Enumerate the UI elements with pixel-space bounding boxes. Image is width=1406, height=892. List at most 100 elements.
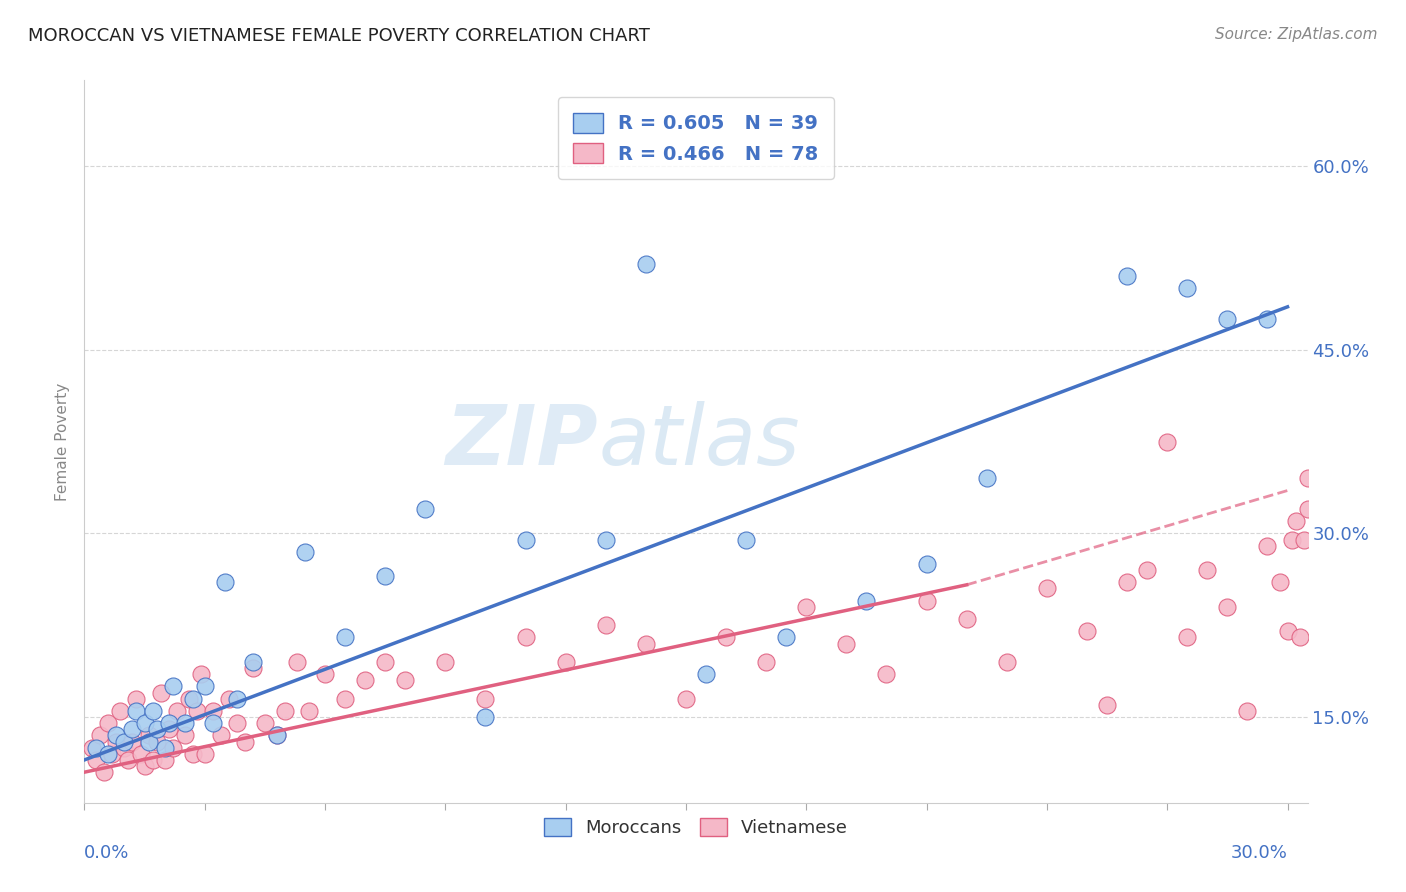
Legend: Moroccans, Vietnamese: Moroccans, Vietnamese <box>537 811 855 845</box>
Point <box>394 673 416 688</box>
Point <box>976 471 998 485</box>
Point <box>735 533 758 547</box>
Point <box>1288 631 1310 645</box>
Point <box>1277 624 1299 639</box>
Point <box>82 740 104 755</box>
Point <box>835 637 858 651</box>
Point <box>173 716 195 731</box>
Point <box>173 728 195 742</box>
Point <box>214 575 236 590</box>
Point <box>1256 539 1278 553</box>
Point <box>374 655 396 669</box>
Point <box>915 593 938 607</box>
Point <box>695 667 717 681</box>
Point <box>225 716 247 731</box>
Point <box>145 723 167 737</box>
Point <box>186 704 208 718</box>
Point <box>1095 698 1118 712</box>
Point <box>266 728 288 742</box>
Point <box>995 655 1018 669</box>
Point <box>181 691 204 706</box>
Point <box>138 734 160 748</box>
Point <box>595 618 617 632</box>
Point <box>141 704 163 718</box>
Point <box>114 740 136 755</box>
Point <box>634 637 657 651</box>
Point <box>374 569 396 583</box>
Point <box>794 599 817 614</box>
Point <box>1268 575 1291 590</box>
Point <box>166 704 188 718</box>
Point <box>354 673 377 688</box>
Point <box>201 704 224 718</box>
Point <box>1256 312 1278 326</box>
Point <box>1175 631 1198 645</box>
Point <box>242 655 264 669</box>
Point <box>915 557 938 571</box>
Point <box>855 593 877 607</box>
Point <box>86 753 108 767</box>
Point <box>89 728 111 742</box>
Point <box>134 716 156 731</box>
Point <box>554 655 576 669</box>
Point <box>105 734 128 748</box>
Point <box>177 691 200 706</box>
Point <box>298 704 321 718</box>
Point <box>141 753 163 767</box>
Point <box>1236 704 1258 718</box>
Point <box>114 734 136 748</box>
Point <box>675 691 697 706</box>
Point <box>201 716 224 731</box>
Point <box>1136 563 1159 577</box>
Point <box>101 747 124 761</box>
Point <box>1116 575 1139 590</box>
Point <box>233 734 256 748</box>
Point <box>1116 269 1139 284</box>
Point <box>1036 582 1059 596</box>
Point <box>125 691 148 706</box>
Point <box>294 545 316 559</box>
Point <box>434 655 457 669</box>
Point <box>474 691 496 706</box>
Text: ZIP: ZIP <box>446 401 598 482</box>
Point <box>157 723 180 737</box>
Point <box>1197 563 1219 577</box>
Point <box>1292 533 1315 547</box>
Point <box>125 704 148 718</box>
Point <box>333 631 356 645</box>
Point <box>266 728 288 742</box>
Point <box>97 716 120 731</box>
Point <box>714 631 737 645</box>
Point <box>194 747 217 761</box>
Point <box>1156 434 1178 449</box>
Point <box>110 704 132 718</box>
Point <box>117 753 139 767</box>
Point <box>253 716 276 731</box>
Point <box>274 704 297 718</box>
Point <box>1296 471 1319 485</box>
Point <box>225 691 247 706</box>
Text: Source: ZipAtlas.com: Source: ZipAtlas.com <box>1215 27 1378 42</box>
Point <box>138 728 160 742</box>
Point <box>595 533 617 547</box>
Point <box>1216 312 1239 326</box>
Point <box>121 734 143 748</box>
Point <box>157 716 180 731</box>
Point <box>209 728 232 742</box>
Text: 0.0%: 0.0% <box>84 845 129 863</box>
Point <box>242 661 264 675</box>
Point <box>121 723 143 737</box>
Point <box>190 667 212 681</box>
Point <box>285 655 308 669</box>
Text: atlas: atlas <box>598 401 800 482</box>
Point <box>153 753 176 767</box>
Point <box>134 759 156 773</box>
Point <box>1281 533 1303 547</box>
Point <box>875 667 897 681</box>
Point <box>314 667 336 681</box>
Point <box>634 257 657 271</box>
Point <box>162 740 184 755</box>
Text: MOROCCAN VS VIETNAMESE FEMALE POVERTY CORRELATION CHART: MOROCCAN VS VIETNAMESE FEMALE POVERTY CO… <box>28 27 650 45</box>
Point <box>93 765 115 780</box>
Point <box>474 710 496 724</box>
